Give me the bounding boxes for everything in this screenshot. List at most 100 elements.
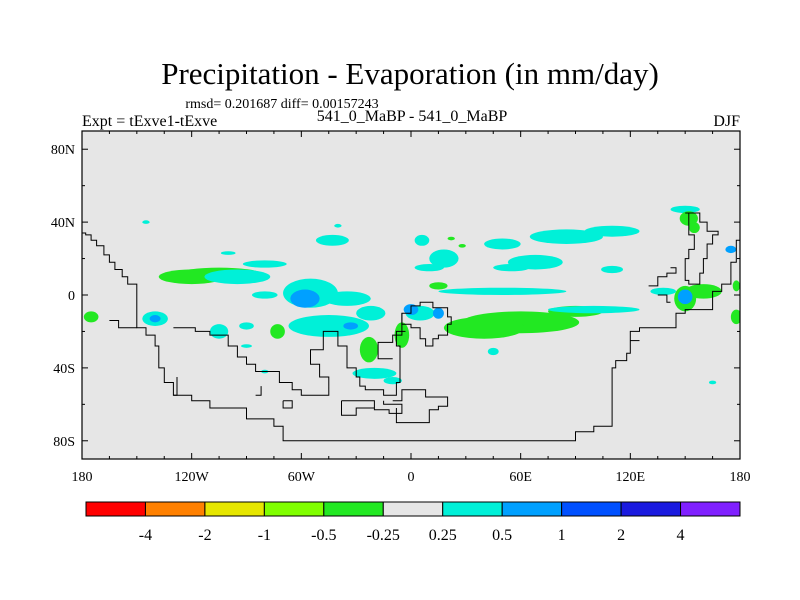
contour-blob [548, 305, 640, 314]
contour-blob [220, 251, 236, 255]
contour-blob [429, 249, 459, 268]
colorbar-label: -1 [258, 527, 271, 544]
colorbar-label: 4 [677, 527, 685, 544]
axis-ticks: 180 120W 60W 0 60E 120E 180 80N 40N 0 40S 80S [51, 131, 751, 485]
x-tick-label: 120E [616, 470, 646, 485]
y-tick-label: 0 [68, 289, 75, 304]
coastline [341, 400, 403, 414]
contour-blob [670, 205, 700, 214]
contour-blob [315, 234, 349, 246]
contour-blob [359, 336, 379, 363]
colorbar-swatch [85, 501, 146, 517]
colorbar-swatch [204, 501, 265, 517]
colorbar-swatch [501, 501, 563, 517]
colorbar-swatch [442, 501, 503, 517]
coastline [392, 389, 449, 424]
contour-blob [241, 344, 252, 348]
contour-blob [83, 311, 99, 323]
colorbar-label: -2 [198, 527, 211, 544]
colorbar-swatch [382, 501, 444, 517]
coastline [377, 313, 403, 360]
contour-blob [725, 245, 737, 254]
colorbar-label: 1 [558, 527, 566, 544]
contour-blob [414, 234, 430, 246]
colorbar-label: -4 [139, 527, 152, 544]
contour-blob [290, 289, 320, 308]
map-background [82, 131, 740, 459]
contour-blob [209, 324, 229, 339]
coastline [255, 386, 262, 396]
contour-blob [708, 380, 717, 385]
colorbar: -4 -2 -1 -0.5 -0.25 0.25 0.5 1 2 4 [85, 501, 741, 544]
stats-text: rmsd= 0.201687 diff= 0.00157243 [185, 97, 378, 112]
colorbar-label: -0.5 [311, 527, 336, 544]
contour-blob [484, 238, 521, 250]
y-tick-label: 40N [51, 216, 75, 231]
contour-blob [356, 305, 386, 321]
colorbar-label: 2 [617, 527, 625, 544]
x-tick-label: 60E [509, 470, 532, 485]
colorbar-label: -0.25 [367, 527, 400, 544]
contour-blob [688, 222, 700, 234]
map-frame [81, 130, 741, 460]
coastline [684, 212, 719, 285]
x-tick-label: 0 [408, 470, 415, 485]
contour-blob [443, 316, 525, 339]
contour-blob [458, 243, 466, 248]
coastline [109, 320, 137, 329]
coastlines [82, 212, 740, 442]
contour-blob [334, 223, 342, 228]
contour-blob [447, 236, 455, 241]
chart-title: Precipitation - Evaporation (in mm/day) [161, 56, 659, 91]
colorbar-swatch [620, 501, 682, 517]
contour-blob [487, 347, 499, 356]
contour-blob [149, 315, 161, 323]
contour-blob [584, 225, 640, 237]
coastline [82, 232, 740, 442]
contour-blob [438, 287, 567, 295]
contour-blob [204, 269, 271, 285]
contour-blob [142, 220, 150, 224]
contour-blob [251, 291, 278, 299]
colorbar-swatch [323, 501, 384, 517]
subtitle-right: DJF [713, 113, 740, 130]
coastline [173, 377, 178, 396]
contour-blob [352, 367, 397, 379]
contour-blob [239, 322, 254, 330]
subtitle-center: 541_0_MaBP - 541_0_MaBP [317, 108, 508, 125]
coastline [401, 301, 452, 347]
contour-blob [650, 287, 677, 295]
x-tick-label: 60W [288, 470, 316, 485]
contour-blob [414, 264, 444, 272]
contour-blob [432, 307, 444, 319]
x-tick-label: 120W [175, 470, 210, 485]
y-tick-label: 80N [51, 143, 75, 158]
colorbar-label: 0.25 [429, 527, 457, 544]
contour-blob [601, 265, 624, 274]
colorbar-swatch [263, 501, 325, 517]
coastline [648, 267, 677, 287]
contour-blob [493, 264, 530, 272]
x-tick-label: 180 [730, 470, 751, 485]
coastline [173, 327, 406, 396]
coastline [282, 400, 293, 409]
colorbar-label: 0.5 [492, 527, 512, 544]
subtitle-left: Expt = tExve1-tExve [82, 113, 217, 130]
contour-blob [343, 322, 358, 330]
contour-blob [383, 377, 402, 385]
x-tick-label: 180 [72, 470, 93, 485]
colorbar-swatch [561, 501, 622, 517]
coastline [657, 294, 671, 303]
contour-blob [242, 260, 287, 268]
contour-blob [158, 269, 225, 285]
colorbar-swatch [680, 501, 741, 517]
contour-blob [270, 324, 285, 339]
y-tick-label: 40S [53, 362, 75, 377]
y-tick-label: 80S [53, 435, 75, 450]
colorbar-swatch [144, 501, 206, 517]
coastline [341, 400, 375, 416]
contour-blob [732, 280, 740, 292]
contour-blob [730, 309, 740, 325]
contour-fills [83, 205, 740, 385]
